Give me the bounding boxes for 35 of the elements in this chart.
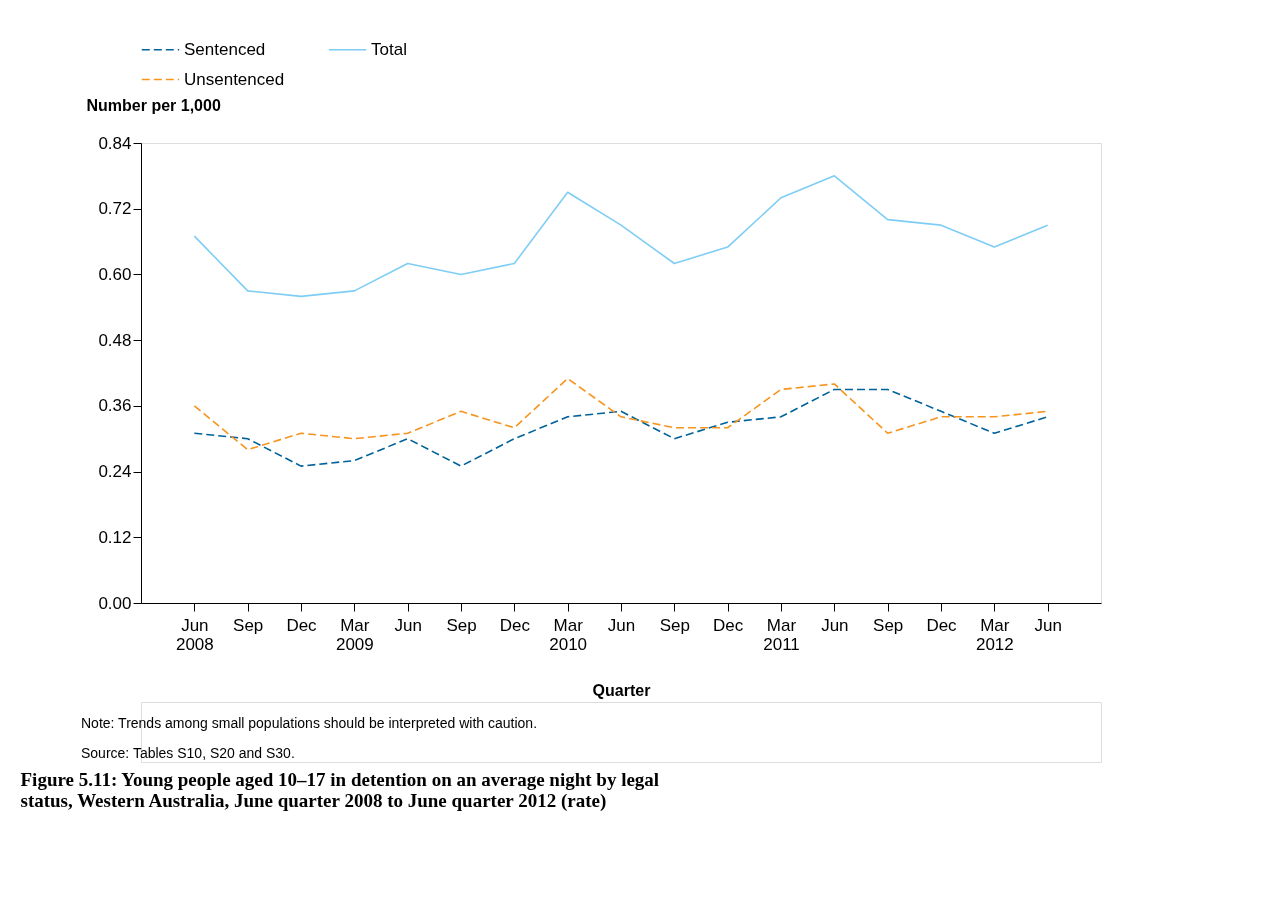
y-tick-label: 0.00 — [98, 593, 132, 613]
source-note: Source: Tables S10, S20 and S30. — [81, 745, 295, 761]
y-tick-label: 0.24 — [98, 462, 132, 482]
x-tick-label: Dec — [926, 615, 958, 635]
x-tick-label: Mar 2011 — [763, 615, 800, 654]
y-tick-label: 0.84 — [98, 133, 132, 153]
y-tick-label: 0.12 — [98, 527, 132, 547]
x-tick-label: Dec — [713, 615, 744, 635]
x-axis-title: Quarter — [592, 681, 651, 699]
line-series — [193, 388, 1049, 467]
y-tick-label: 0.72 — [98, 199, 132, 219]
legend-label: Sentenced — [184, 39, 266, 59]
x-tick-label: Jun 2008 — [175, 615, 214, 654]
text: Figure 5.11: Young people aged 10–17 in detention on an average night by legal status, Western Australia, June quarter 2008 to June quarter 2012 (rate) — [20, 768, 660, 812]
y-tick-label: 0.60 — [98, 264, 132, 284]
x-tick-label: Dec — [286, 615, 318, 635]
x-tick-label: Sep — [233, 615, 264, 635]
x-tick-label: Jun — [394, 615, 422, 635]
y-tick-label: 0.48 — [98, 330, 132, 350]
x-tick-label: Sep — [873, 615, 904, 635]
x-tick-label: Jun — [607, 615, 636, 635]
text: Note: Trends among small populations should be interpreted with caution. — [81, 715, 538, 731]
x-tick-label: Sep — [659, 615, 690, 635]
y-tick-label: 0.36 — [98, 396, 132, 416]
x-tick-label: Mar 2009 — [335, 615, 374, 654]
x-tick-label: Mar 2012 — [975, 615, 1014, 654]
x-tick-label: Dec — [499, 615, 531, 635]
legend-label: Unsentenced — [184, 69, 285, 89]
x-tick-label: Mar 2010 — [549, 615, 588, 654]
line-series — [193, 175, 1049, 298]
y-axis-title: Number per 1,000 — [86, 96, 221, 114]
x-tick-label: Jun — [821, 615, 849, 635]
legend-label: Total — [371, 39, 407, 59]
x-tick-label: Sep — [446, 615, 477, 635]
x-tick-label: Jun — [1034, 615, 1062, 635]
